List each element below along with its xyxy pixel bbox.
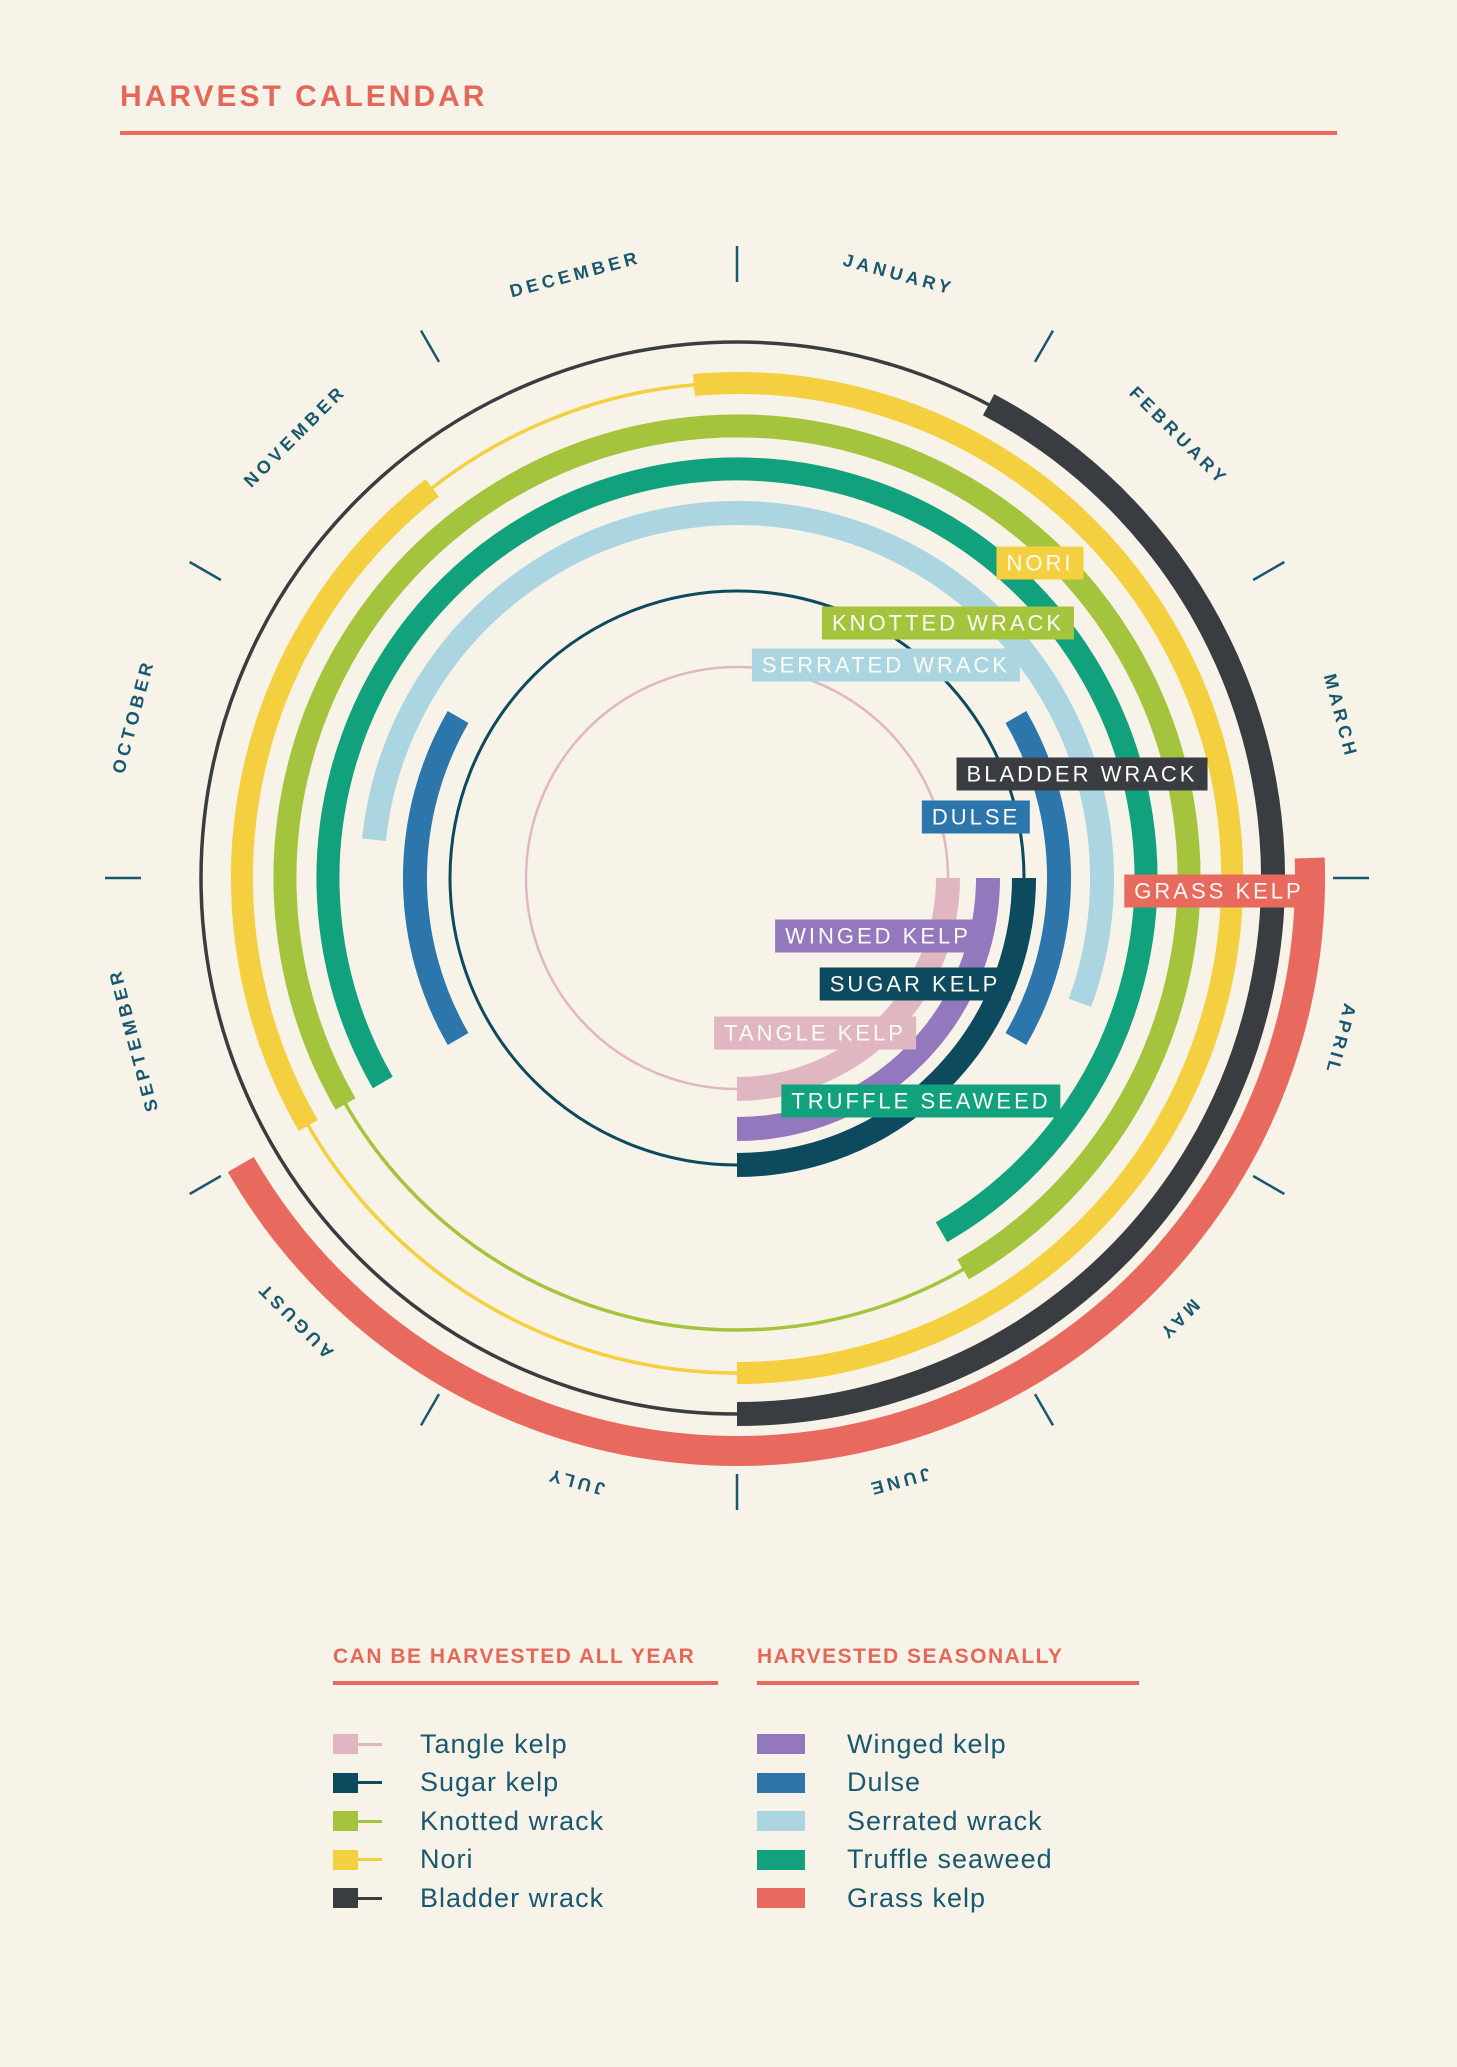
legend-item: Nori <box>333 1841 733 1880</box>
legend-item-label: Dulse <box>847 1767 922 1798</box>
legend-underline-seasonal <box>757 1681 1139 1685</box>
month-tick <box>419 330 441 363</box>
ring-nori-season <box>692 372 1244 1384</box>
legend-title-seasonal: HARVESTED SEASONALLY <box>757 1645 1064 1668</box>
month-tick <box>189 560 222 582</box>
legend-column-seasonal: HARVESTED SEASONALLY Winged kelp Dulse Ser… <box>757 1645 1157 1918</box>
legend-item-label: Winged kelp <box>847 1728 1007 1759</box>
legend-item-label: Knotted wrack <box>420 1805 605 1836</box>
ring-nori-season <box>230 479 439 1131</box>
legend-swatch-tangle-kelp <box>333 1734 382 1755</box>
month-tick <box>419 1393 441 1426</box>
ring-bladder-wrack-season <box>736 394 1286 1426</box>
page-title: HARVEST CALENDAR <box>120 80 488 113</box>
month-tick <box>1252 1174 1285 1196</box>
month-label-october: OCTOBER <box>108 657 158 776</box>
legend-items-all-year: Tangle kelp Sugar kelp Knotted wrack Nori Bl… <box>333 1725 733 1918</box>
legend-underline-all-year <box>333 1681 718 1685</box>
month-label-april: APRIL <box>1321 1001 1359 1078</box>
legend-swatch-serrated-wrack <box>757 1811 805 1832</box>
legend-item-label: Tangle kelp <box>420 1728 568 1759</box>
legend-swatch-winged-kelp <box>757 1734 805 1755</box>
month-label-march: MARCH <box>1320 672 1362 761</box>
ring-sugar-kelp-season <box>736 877 1036 1177</box>
legend-item: Serrated wrack <box>757 1802 1157 1841</box>
legend-item: Knotted wrack <box>333 1802 733 1841</box>
ring-dulse-season <box>403 711 469 1045</box>
legend-item-label: Serrated wrack <box>847 1805 1043 1836</box>
legend-title-all-year: CAN BE HARVESTED ALL YEAR <box>333 1645 696 1668</box>
month-tick <box>1033 330 1055 363</box>
month-label-january: JANUARY <box>841 250 957 299</box>
title-underline <box>120 131 1337 135</box>
ring-grass-kelp-season <box>227 857 1326 1466</box>
legend-item: Sugar kelp <box>333 1764 733 1803</box>
legend-item: Bladder wrack <box>333 1879 733 1918</box>
legend-item-label: Nori <box>420 1844 474 1875</box>
legend-swatch-knotted-wrack <box>333 1811 382 1832</box>
month-label-july: JULY <box>543 1464 606 1499</box>
legend-swatch-grass-kelp <box>757 1888 805 1909</box>
legend-item-label: Sugar kelp <box>420 1767 560 1798</box>
legend-column-all-year: CAN BE HARVESTED ALL YEAR Tangle kelp Sug… <box>333 1645 733 1918</box>
ring-knotted-wrack-season <box>273 414 1201 1280</box>
month-tick <box>1033 1393 1055 1426</box>
legend-item: Grass kelp <box>757 1879 1157 1918</box>
month-label-november: NOVEMBER <box>240 381 350 491</box>
ring-winged-kelp-season <box>736 877 1000 1141</box>
legend-swatch-sugar-kelp <box>333 1772 382 1793</box>
legend-item-label: Grass kelp <box>847 1882 987 1913</box>
legend-swatch-dulse <box>757 1772 805 1793</box>
ring-serrated-wrack-season <box>362 501 1114 1007</box>
legend-item: Dulse <box>757 1764 1157 1803</box>
legend-swatch-nori <box>333 1849 382 1870</box>
legend-item-label: Bladder wrack <box>420 1882 605 1913</box>
legend-swatch-truffle-seaweed <box>757 1849 805 1870</box>
month-label-september: SEPTEMBER <box>104 966 162 1114</box>
legend-item: Tangle kelp <box>333 1725 733 1764</box>
month-label-june: JUNE <box>865 1464 932 1500</box>
month-tick <box>1252 560 1285 582</box>
ring-truffle-seaweed-season <box>316 457 1158 1243</box>
legend-swatch-bladder-wrack <box>333 1888 382 1909</box>
month-label-february: FEBRUARY <box>1125 383 1232 490</box>
legend-item: Winged kelp <box>757 1725 1157 1764</box>
legend-items-seasonal: Winged kelp Dulse Serrated wrack Truffle se… <box>757 1725 1157 1918</box>
month-tick <box>189 1174 222 1196</box>
month-label-december: DECEMBER <box>507 247 643 301</box>
legend-item: Truffle seaweed <box>757 1841 1157 1880</box>
month-label-may: MAY <box>1154 1295 1204 1345</box>
legend-item-label: Truffle seaweed <box>847 1844 1053 1875</box>
